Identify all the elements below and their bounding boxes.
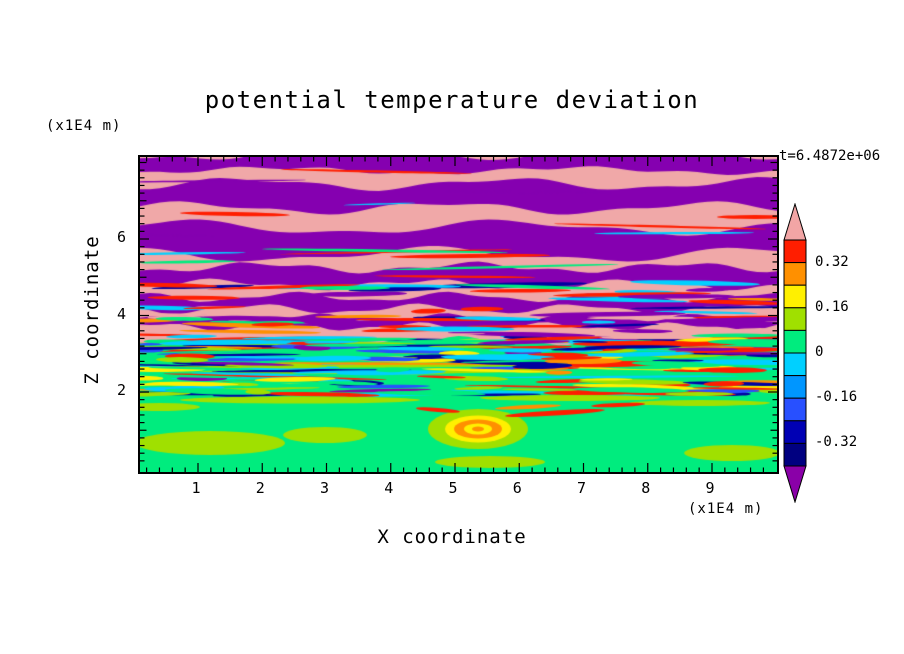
colorbar-segment: [783, 352, 807, 377]
colorbar-segment: [783, 375, 807, 399]
x-tick-label: 3: [319, 479, 330, 497]
x-tick-label: 5: [448, 479, 458, 497]
x-axis-unit-label: (x1E4 m): [688, 501, 764, 517]
colorbar-segment: [783, 397, 807, 422]
colorbar-tick-label: 0.32: [815, 253, 849, 270]
x-tick-label: 1: [191, 479, 201, 497]
colorbar: 0.32 0.16 0 -0.16 -0.32: [783, 202, 903, 504]
colorbar-segment: [783, 420, 807, 444]
colorbar-tick-label: -0.32: [815, 434, 858, 451]
y-tick-label: 2: [116, 381, 126, 399]
plot-area: [138, 155, 779, 474]
x-tick-label: 2: [255, 479, 265, 497]
y-axis-unit-label: (x1E4 m): [46, 118, 122, 134]
x-tick-label: 4: [384, 479, 394, 497]
x-tick-label: 9: [705, 479, 715, 497]
y-tick-label: 4: [116, 304, 126, 323]
x-tick-label: 6: [512, 479, 522, 497]
y-tick-label: 6: [116, 228, 126, 246]
x-tick-label: 8: [641, 479, 651, 497]
colorbar-tick-label: 0.16: [815, 298, 849, 315]
x-axis-title: X coordinate: [377, 526, 527, 548]
colorbar-arrow-top: [783, 202, 807, 241]
colorbar-segment: [783, 284, 807, 309]
colorbar-tick-label: -0.16: [815, 389, 858, 406]
colorbar-scale: [783, 202, 807, 504]
heatmap-field-canvas: [140, 157, 777, 472]
colorbar-arrow-bottom: [783, 465, 807, 504]
colorbar-segment: [783, 329, 807, 354]
colorbar-segment: [783, 239, 807, 264]
x-tick-label: 7: [576, 479, 587, 497]
colorbar-segment: [783, 307, 807, 331]
axis-ticks: [140, 157, 777, 472]
plot-title: potential temperature deviation: [204, 86, 700, 114]
colorbar-tick-label: 0: [815, 344, 824, 360]
time-annotation: t=6.4872e+06: [779, 148, 881, 164]
y-axis-title: Z coordinate: [81, 235, 103, 385]
colorbar-segment: [783, 262, 807, 286]
colorbar-segment: [783, 442, 807, 467]
